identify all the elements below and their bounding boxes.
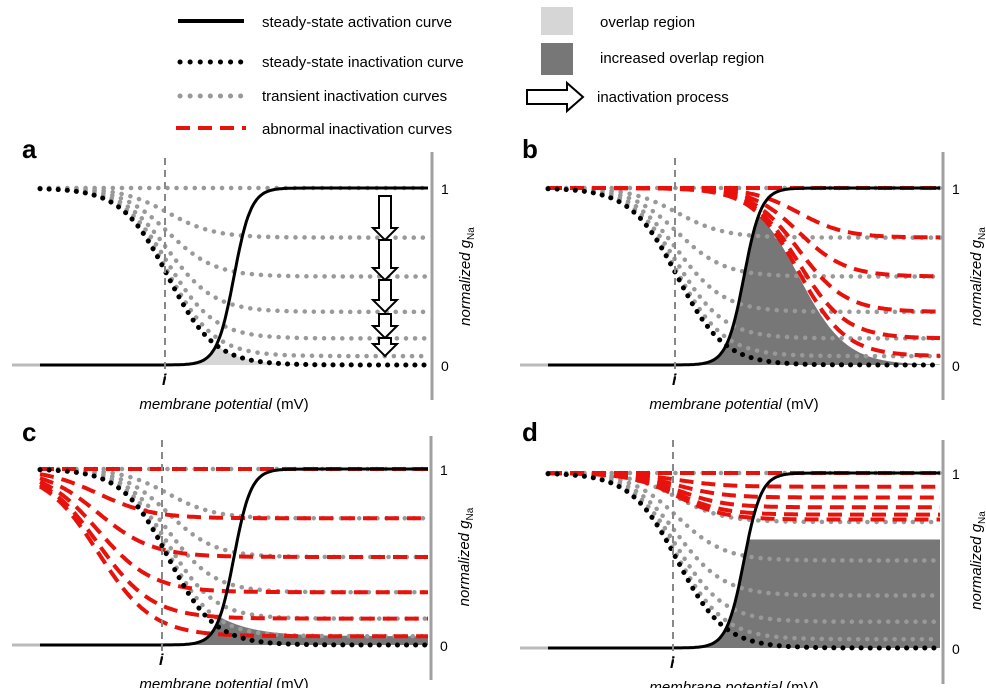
transient-inactivation-curve (545, 471, 943, 598)
tick-label-1: 1 (440, 462, 448, 478)
marker-label: i (159, 652, 164, 669)
y-axis-label: normalized gNa (968, 227, 986, 326)
transient-inactivation-curve (545, 186, 943, 341)
transient-inactivation-curve (545, 470, 943, 525)
abnormal-inactivation-curve (548, 471, 940, 489)
abnormal-inactivation-curve (548, 186, 940, 358)
abnormal-inactivation-curve (548, 186, 941, 341)
abnormal-inactivation-curve (548, 471, 940, 522)
steady-state-inactivation-curve (545, 186, 943, 368)
legend-increased-overlap-swatch (541, 43, 573, 75)
x-axis-label: membrane potential (mV) (139, 396, 308, 413)
legend-ss-inactivation-label: steady-state inactivation curve (262, 54, 464, 71)
inactivation-arrow-icon (370, 279, 400, 314)
panel-a: a 1 0 i membrane potential (mV) normalized gN… (12, 134, 477, 413)
transient-inactivation-curve (37, 186, 431, 279)
abnormal-inactivation-curve (39, 482, 428, 621)
abnormal-inactivation-curve (39, 472, 428, 521)
panel-label: b (522, 134, 538, 164)
y-axis-label: normalized gNa (968, 511, 986, 610)
marker-label: i (162, 372, 167, 389)
panel-c: c 1 0 i membrane potential (mV) normalized gN… (12, 417, 476, 688)
legend-inactivation-arrow-icon (526, 80, 585, 114)
panel-label: a (22, 134, 37, 164)
abnormal-inactivation-curve (548, 186, 940, 240)
marker-label: i (670, 655, 675, 672)
steady-state-activation-curve (548, 186, 940, 367)
legend-activation-label: steady-state activation curve (262, 14, 452, 31)
steady-state-activation-curve (40, 467, 428, 647)
tick-label-0: 0 (441, 358, 449, 374)
inactivation-arrow-icon (370, 337, 400, 358)
legend-overlap-label: overlap region (600, 14, 695, 31)
abnormal-inactivation-curve (548, 471, 940, 500)
overlap-region (40, 345, 428, 365)
tick-label-1: 1 (952, 466, 960, 482)
x-axis-label: membrane potential (mV) (139, 676, 308, 688)
steady-state-inactivation-curve (37, 186, 431, 368)
transient-inactivation-curve (37, 467, 431, 621)
inactivation-arrow-icon (370, 239, 400, 282)
increased-overlap-region (548, 216, 940, 365)
steady-state-activation-curve (548, 471, 940, 650)
legend-process-label: inactivation process (597, 89, 729, 106)
panel-b: b 1 0 i membrane potential (mV) normalized gN… (520, 134, 986, 413)
panels: a 1 0 i membrane potential (mV) normalized gN… (12, 134, 986, 688)
transient-inactivation-curve (545, 471, 943, 642)
legend-increased-overlap-label: increased overlap region (600, 50, 764, 67)
legend-overlap-swatch (541, 7, 573, 35)
transient-inactivation-curve (37, 186, 431, 315)
steady-state-activation-curve (40, 186, 428, 367)
inactivation-arrow-icon (370, 195, 400, 242)
tick-label-0: 0 (952, 641, 960, 657)
panel-label: d (522, 417, 538, 447)
panel-d: d 1 0 i membrane potential (mV) normalized gN… (520, 417, 986, 688)
tick-label-0: 0 (440, 638, 448, 654)
transient-inactivation-curve (545, 185, 943, 240)
steady-state-inactivation-curve (37, 467, 431, 648)
legend: steady-state activation curve steady-sta… (176, 7, 764, 138)
abnormal-inactivation-curve (39, 484, 428, 639)
tick-label-1: 1 (441, 181, 449, 197)
steady-state-inactivation-curve (545, 471, 943, 651)
y-axis-label: normalized gNa (456, 507, 476, 606)
increased-overlap-region (40, 617, 428, 645)
transient-inactivation-curve (545, 186, 943, 315)
legend-transient-label: transient inactivation curves (262, 88, 447, 105)
abnormal-inactivation-curve (547, 471, 940, 510)
marker-label: i (672, 372, 677, 389)
abnormal-inactivation-curve (548, 186, 940, 279)
panel-label: c (22, 417, 36, 447)
transient-inactivation-curve (37, 466, 431, 521)
transient-inactivation-curve (545, 471, 943, 624)
legend-abnormal-label: abnormal inactivation curves (262, 121, 452, 138)
transient-inactivation-curve (545, 186, 943, 279)
transient-inactivation-curve (37, 185, 431, 240)
x-axis-label: membrane potential (mV) (649, 396, 818, 413)
tick-label-1: 1 (952, 181, 960, 197)
y-axis-label: normalized gNa (457, 227, 477, 326)
abnormal-inactivation-curve (548, 471, 940, 517)
transient-inactivation-curve (37, 186, 431, 341)
abnormal-inactivation-curve (39, 480, 428, 595)
inactivation-arrow-icon (370, 313, 400, 340)
abnormal-inactivation-curve (39, 476, 428, 559)
tick-label-0: 0 (952, 358, 960, 374)
transient-inactivation-curve (545, 186, 943, 359)
x-axis-label: membrane potential (mV) (649, 679, 818, 688)
